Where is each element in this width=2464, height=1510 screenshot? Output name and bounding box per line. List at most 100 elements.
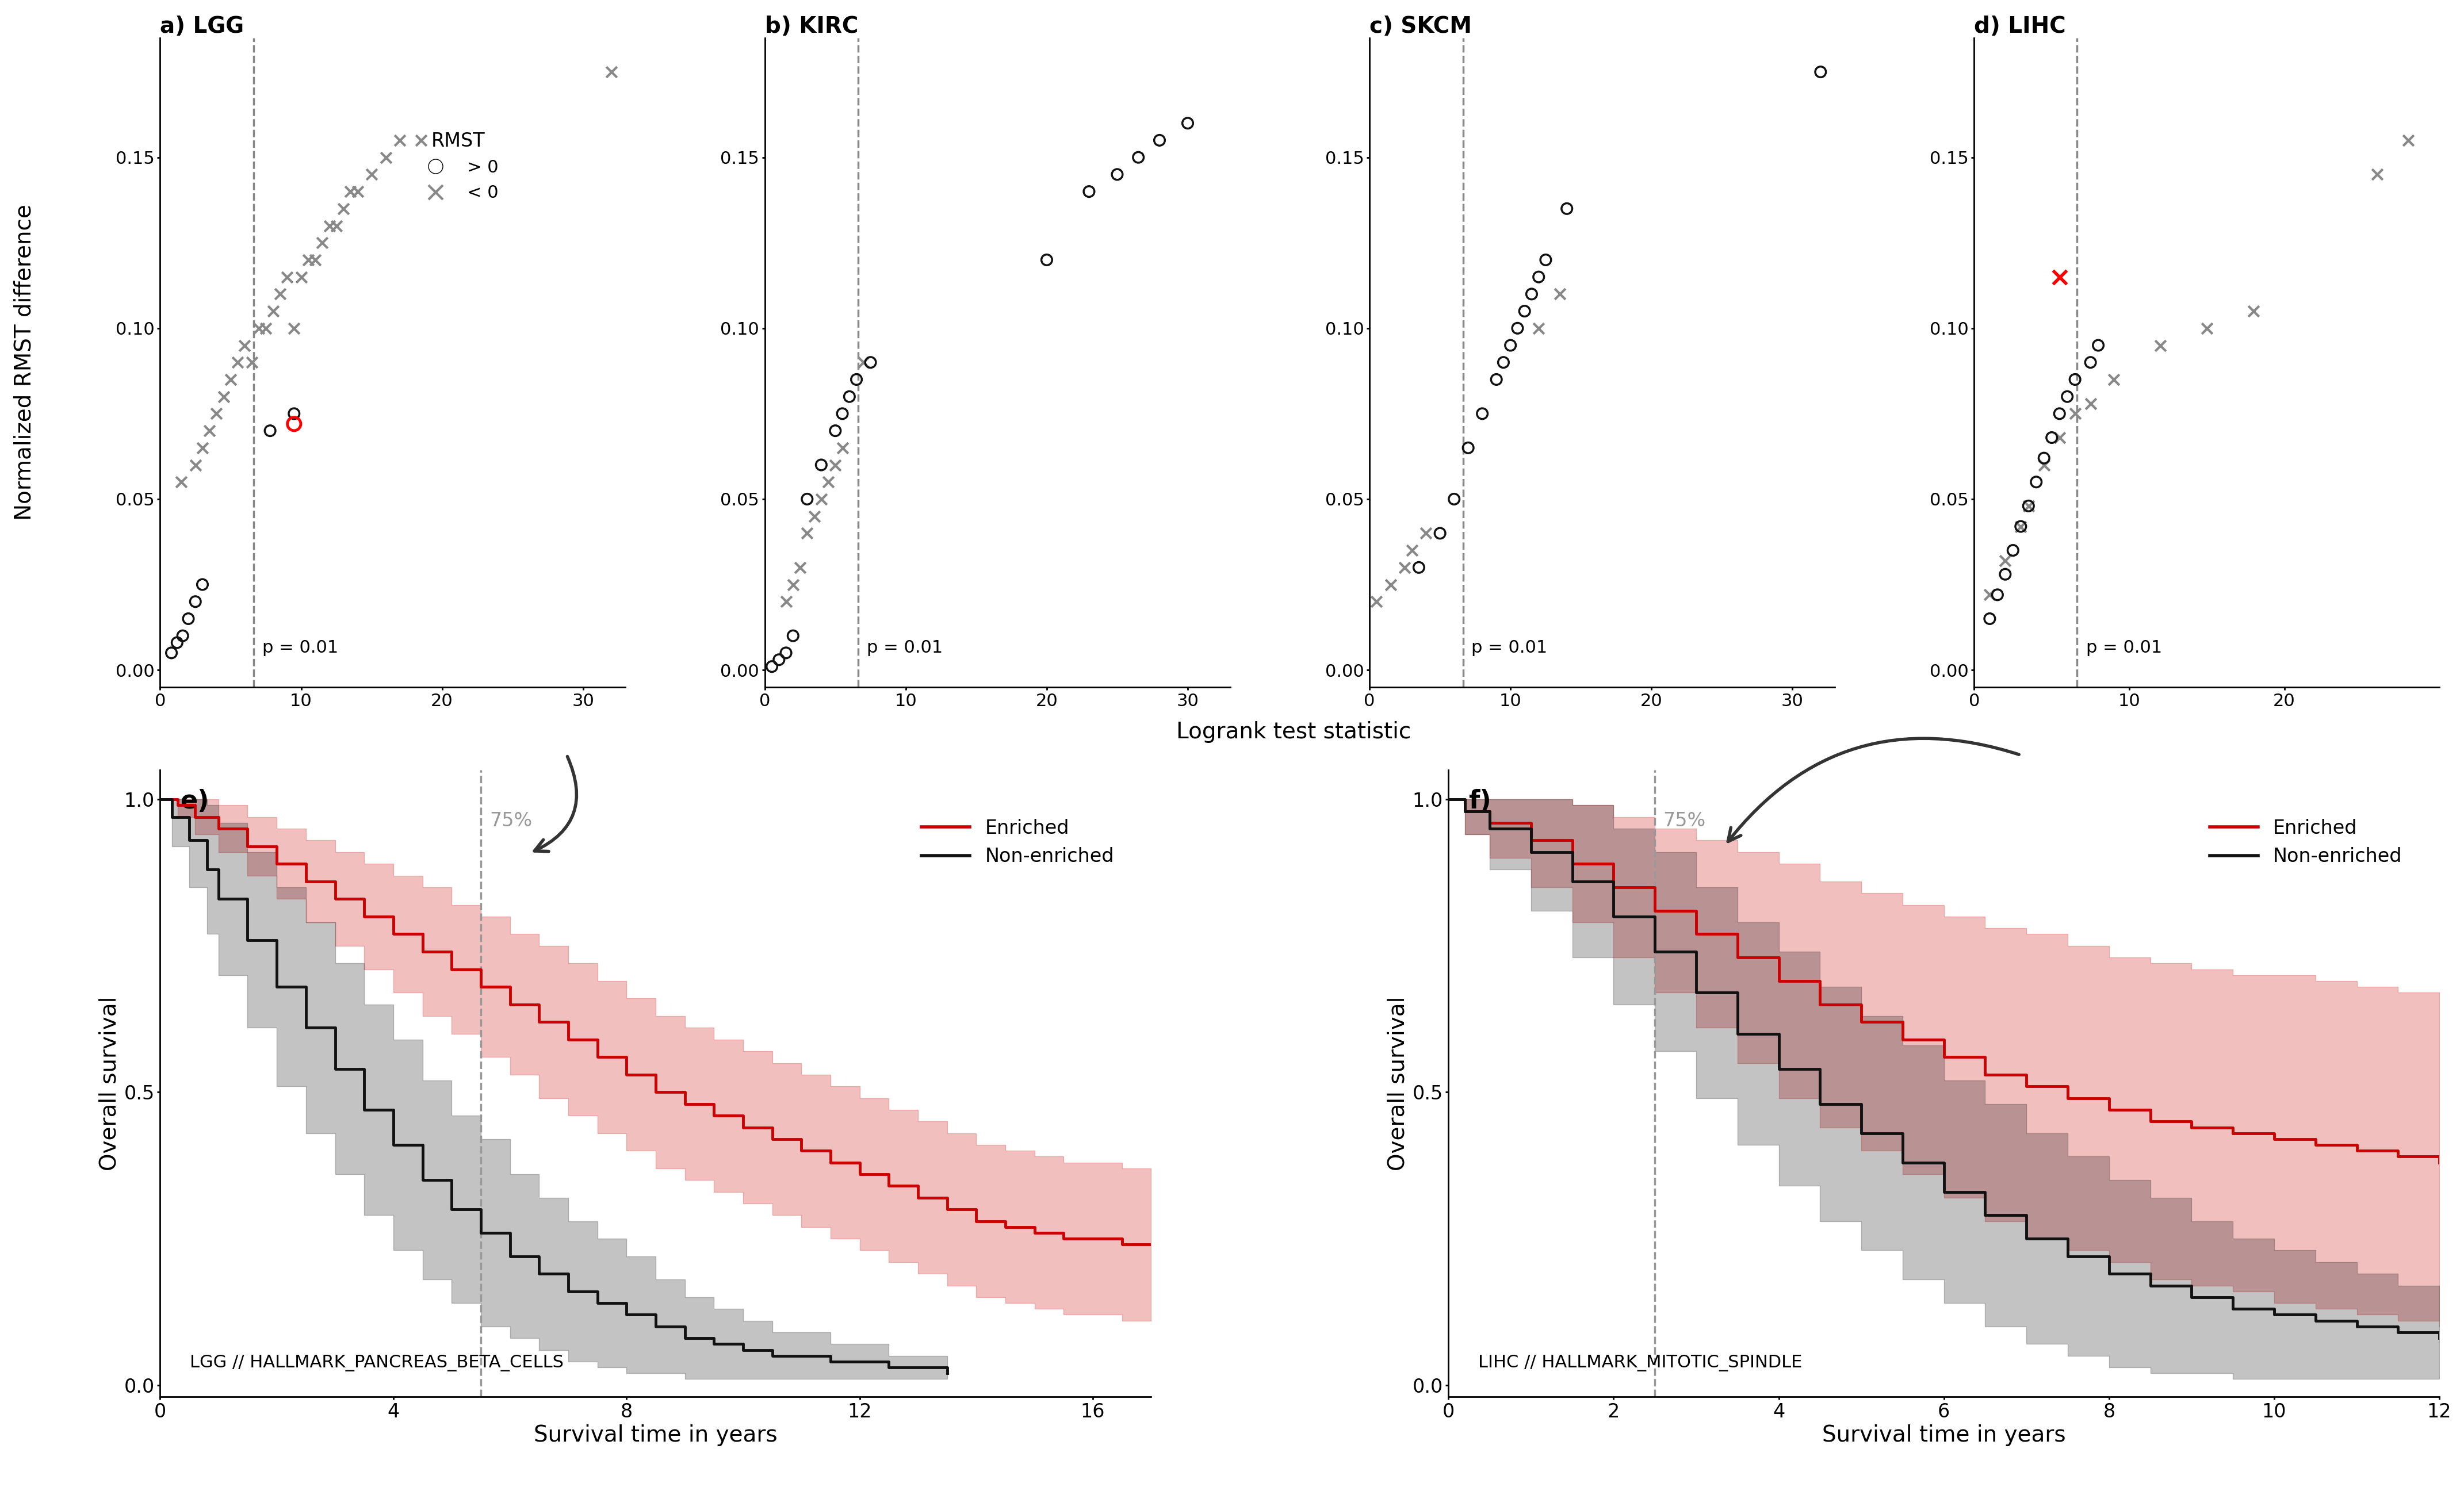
Point — [303, 231, 342, 255]
Enriched — [163, 796, 192, 814]
Point — [274, 402, 313, 426]
Point — [1141, 128, 1180, 153]
Enriched — [1846, 1013, 1875, 1031]
Text: Logrank test statistic: Logrank test statistic — [1175, 722, 1412, 743]
Non-enriched — [582, 1294, 611, 1312]
Non-enriched — [1476, 820, 1506, 838]
Enriched — [525, 1013, 554, 1031]
Enriched — [180, 808, 209, 826]
Non-enriched — [2425, 1329, 2454, 1347]
Non-enriched — [466, 1223, 495, 1241]
Enriched — [1136, 1235, 1165, 1253]
Legend: Enriched, Non-enriched: Enriched, Non-enriched — [914, 811, 1121, 874]
Line: Non-enriched: Non-enriched — [1449, 799, 2439, 1338]
Point — [2016, 470, 2055, 494]
Enriched — [2383, 1148, 2412, 1166]
Non-enriched — [845, 1353, 875, 1371]
Point — [153, 640, 192, 664]
Text: p = 0.01: p = 0.01 — [1471, 640, 1547, 657]
Non-enriched — [1971, 1206, 2001, 1225]
Point — [2001, 515, 2040, 539]
Enriched — [1050, 1229, 1079, 1247]
Point — [261, 282, 301, 307]
Point — [205, 385, 244, 409]
Enriched — [2301, 1136, 2331, 1154]
Non-enriched — [1641, 942, 1671, 960]
Text: a) LGG: a) LGG — [160, 15, 244, 38]
Non-enriched — [158, 808, 187, 826]
Point — [175, 453, 214, 477]
Point — [801, 488, 840, 512]
Point — [788, 521, 828, 545]
Enriched — [554, 1030, 584, 1048]
Point — [1096, 163, 1136, 187]
Non-enriched — [232, 930, 261, 948]
Point — [310, 213, 350, 237]
Text: c) SKCM: c) SKCM — [1370, 15, 1471, 38]
Point — [2008, 494, 2048, 518]
Point — [402, 128, 441, 153]
Point — [274, 412, 313, 436]
Point — [759, 648, 798, 672]
Non-enriched — [1929, 1182, 1959, 1200]
Point — [239, 316, 278, 340]
Enriched — [2218, 1123, 2247, 1142]
Point — [2070, 391, 2109, 415]
Non-enriched — [816, 1353, 845, 1371]
Point — [1518, 316, 1557, 340]
Non-enriched — [1806, 1095, 1836, 1113]
Enriched — [1106, 1235, 1136, 1253]
Point — [1971, 607, 2011, 631]
Non-enriched — [1764, 1060, 1794, 1078]
Point — [318, 213, 357, 237]
Enriched — [1680, 926, 1710, 944]
Enriched — [2259, 1129, 2289, 1148]
Enriched — [232, 837, 261, 855]
Enriched — [2176, 1119, 2205, 1137]
Enriched — [495, 995, 525, 1013]
Text: Normalized RMST difference: Normalized RMST difference — [15, 204, 34, 521]
Point — [1971, 583, 2011, 607]
Point — [274, 316, 313, 340]
Point — [2008, 494, 2048, 518]
Point — [838, 367, 877, 391]
Point — [197, 402, 237, 426]
Point — [1385, 556, 1424, 580]
Enriched — [641, 1083, 670, 1101]
Point — [212, 367, 251, 391]
Point — [2070, 350, 2109, 374]
Point — [2358, 163, 2397, 187]
Enriched — [407, 942, 436, 960]
Non-enriched — [875, 1359, 904, 1377]
Non-enriched — [495, 1247, 525, 1265]
Enriched — [1764, 972, 1794, 991]
Point — [788, 488, 828, 512]
Point — [1407, 521, 1446, 545]
Point — [1506, 299, 1545, 323]
Point — [281, 264, 320, 288]
Text: p = 0.01: p = 0.01 — [867, 640, 944, 657]
Point — [1419, 521, 1459, 545]
Point — [1168, 112, 1207, 136]
Enriched — [1515, 832, 1545, 850]
Enriched — [670, 1095, 700, 1113]
Non-enriched — [641, 1317, 670, 1335]
Enriched — [875, 1176, 904, 1194]
Point — [158, 631, 197, 655]
Non-enriched — [2218, 1300, 2247, 1318]
Point — [1491, 334, 1530, 358]
Point — [823, 436, 862, 461]
Non-enriched — [1515, 843, 1545, 861]
Point — [1370, 572, 1409, 596]
Point — [766, 589, 806, 613]
Enriched — [1722, 948, 1752, 966]
Point — [1986, 548, 2025, 572]
Enriched — [845, 1166, 875, 1184]
Point — [850, 350, 890, 374]
Text: p = 0.01: p = 0.01 — [2087, 640, 2163, 657]
Enriched — [1020, 1223, 1050, 1241]
Point — [1358, 589, 1397, 613]
Point — [2048, 385, 2087, 409]
Non-enriched — [611, 1306, 641, 1324]
Non-enriched — [1451, 802, 1481, 820]
